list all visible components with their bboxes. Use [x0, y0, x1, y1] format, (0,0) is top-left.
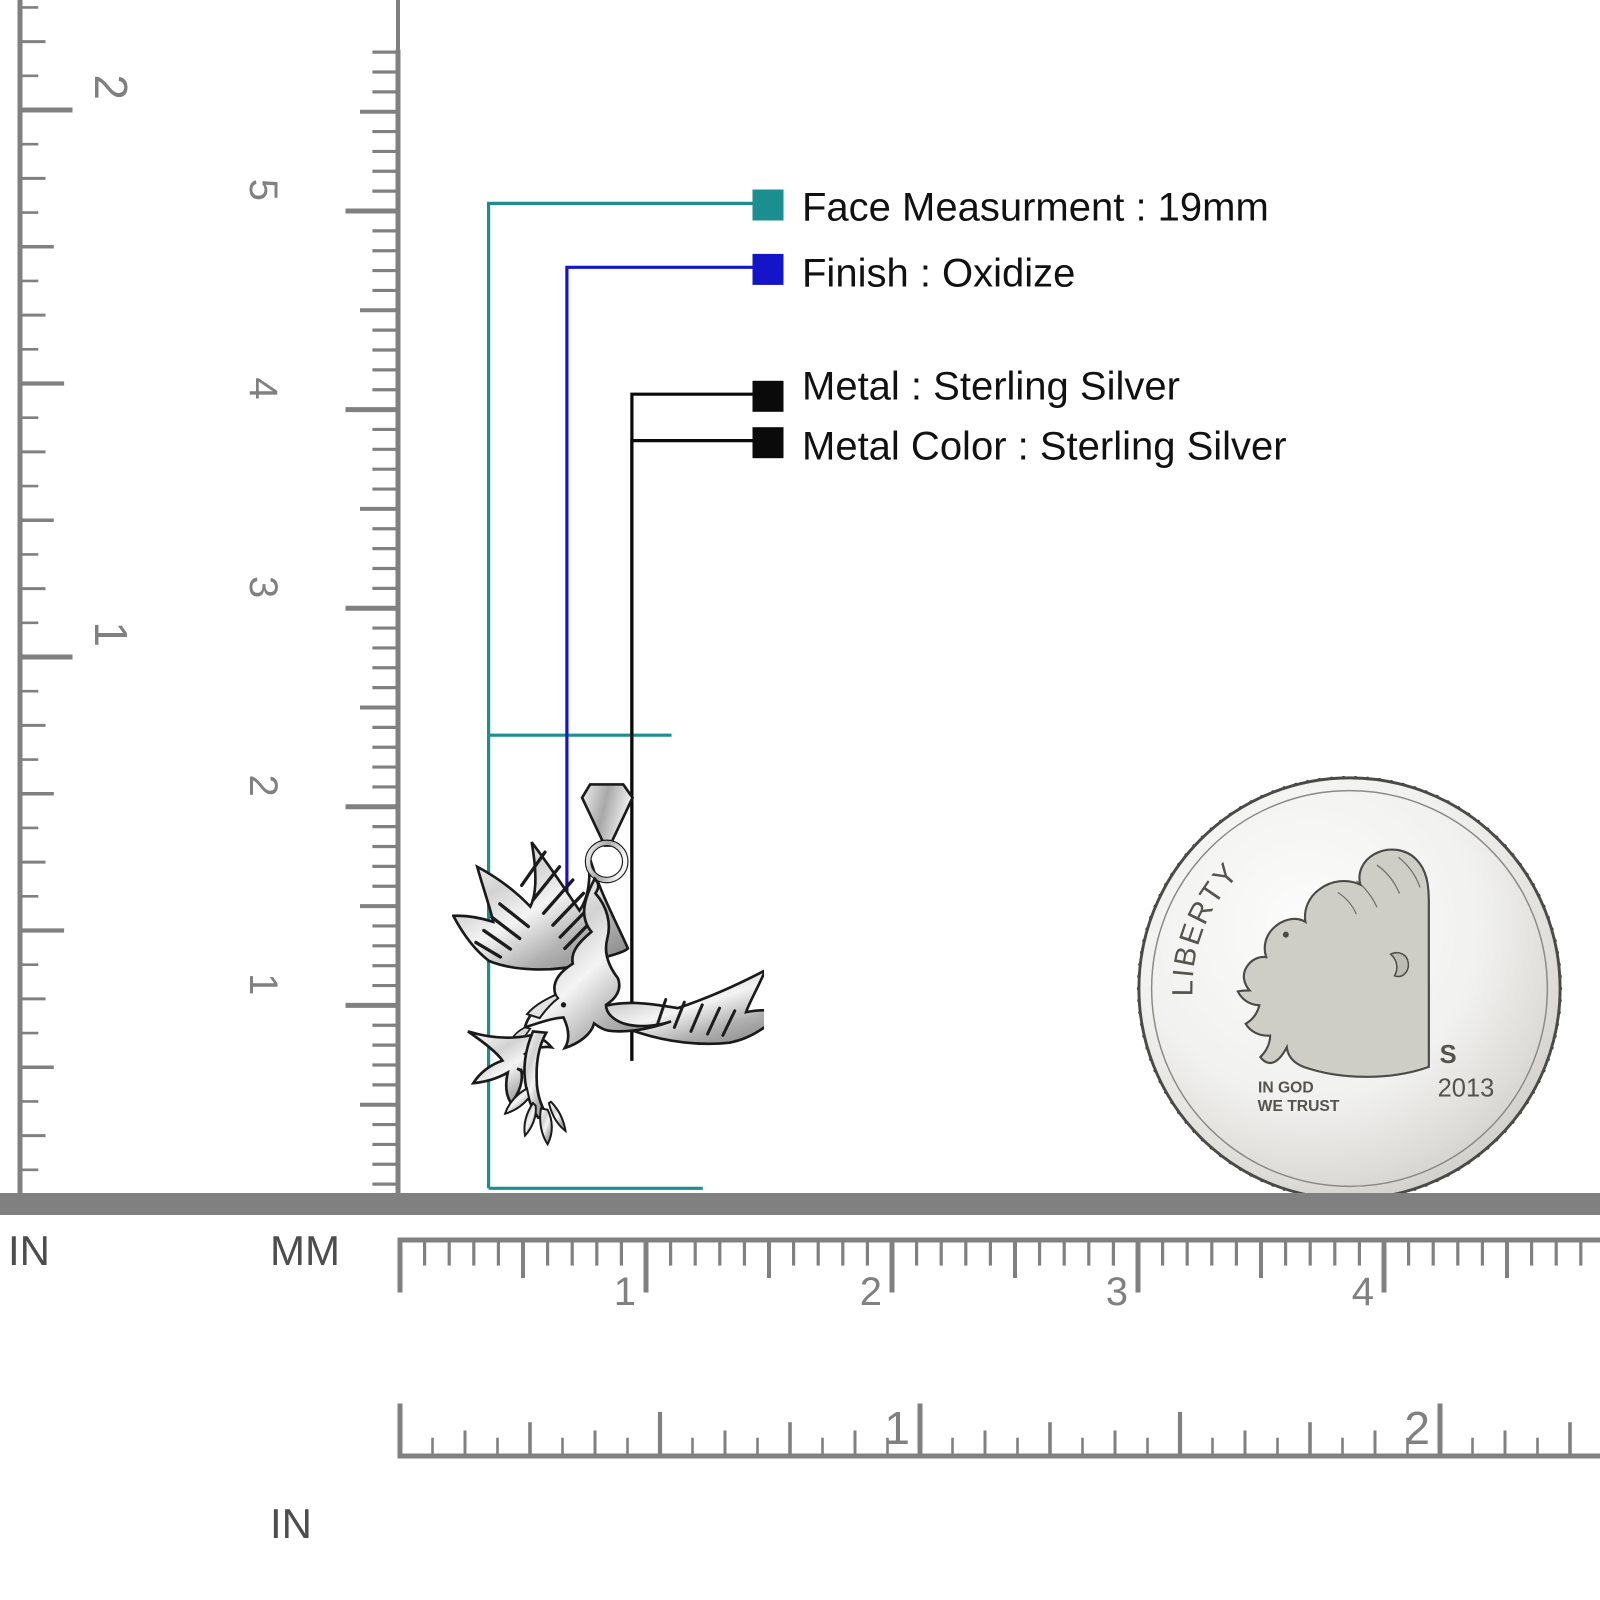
svg-text:WE TRUST: WE TRUST: [1258, 1098, 1340, 1115]
svg-text:Face Measurment : 19mm: Face Measurment : 19mm: [802, 185, 1269, 229]
svg-text:S: S: [1440, 1041, 1457, 1069]
svg-text:Finish : Oxidize: Finish : Oxidize: [802, 251, 1075, 295]
svg-text:2013: 2013: [1438, 1074, 1495, 1102]
svg-text:Metal : Sterling Silver: Metal : Sterling Silver: [802, 364, 1180, 408]
svg-text:Metal Color : Sterling Silver: Metal Color : Sterling Silver: [802, 425, 1287, 469]
svg-text:IN GOD: IN GOD: [1258, 1079, 1314, 1096]
